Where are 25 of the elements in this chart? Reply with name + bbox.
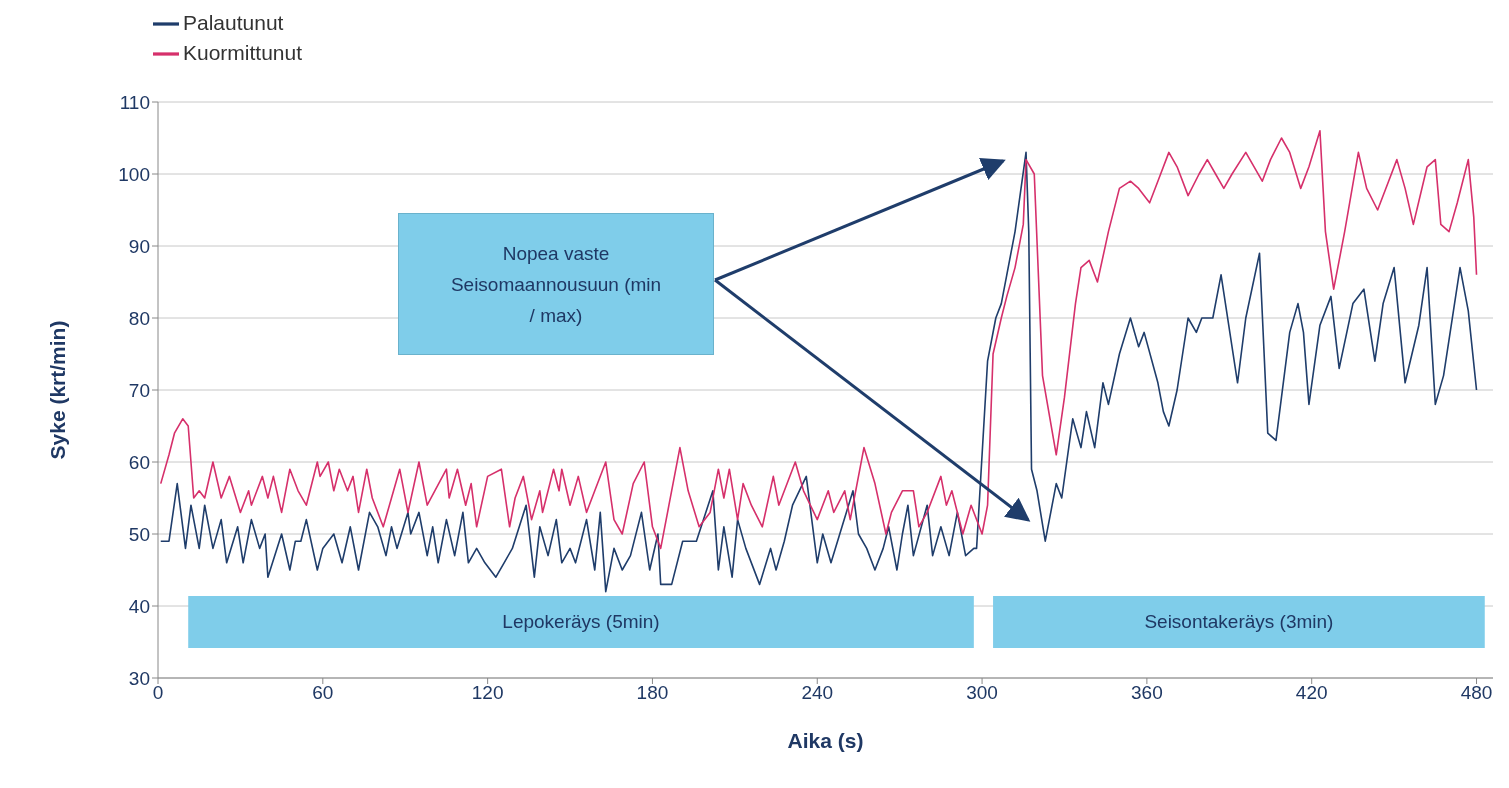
- x-tick-label: 300: [966, 682, 998, 704]
- y-tick-label: 70: [128, 379, 150, 401]
- x-tick-label: 0: [152, 682, 164, 704]
- x-tick-label: 420: [1295, 682, 1328, 704]
- x-tick-label: 480: [1460, 682, 1493, 704]
- y-tick-label: 40: [128, 595, 150, 617]
- callout-box: Nopea vaste Seisomaannousuun (min / max): [398, 213, 714, 355]
- y-tick-label: 100: [118, 163, 150, 185]
- legend-label: Kuormittunut: [183, 41, 303, 64]
- band-label: Seisontakeräys (3min): [1144, 611, 1334, 632]
- y-tick-label: 110: [119, 91, 150, 113]
- x-axis-title: Aika (s): [787, 729, 864, 752]
- x-tick-label: 180: [636, 682, 669, 704]
- y-axis-title: Syke (krt/min): [46, 320, 70, 460]
- y-tick-label: 50: [128, 523, 150, 545]
- y-tick-label: 30: [128, 667, 150, 689]
- y-tick-label: 60: [128, 451, 150, 473]
- x-tick-label: 240: [801, 682, 834, 704]
- legend-label: Palautunut: [183, 11, 284, 34]
- x-tick-label: 120: [471, 682, 504, 704]
- y-tick-label: 80: [128, 307, 150, 329]
- y-tick-label: 90: [128, 235, 150, 257]
- x-tick-label: 360: [1131, 682, 1163, 704]
- band-label: Lepokeräys (5min): [502, 611, 660, 632]
- x-tick-label: 60: [312, 682, 334, 704]
